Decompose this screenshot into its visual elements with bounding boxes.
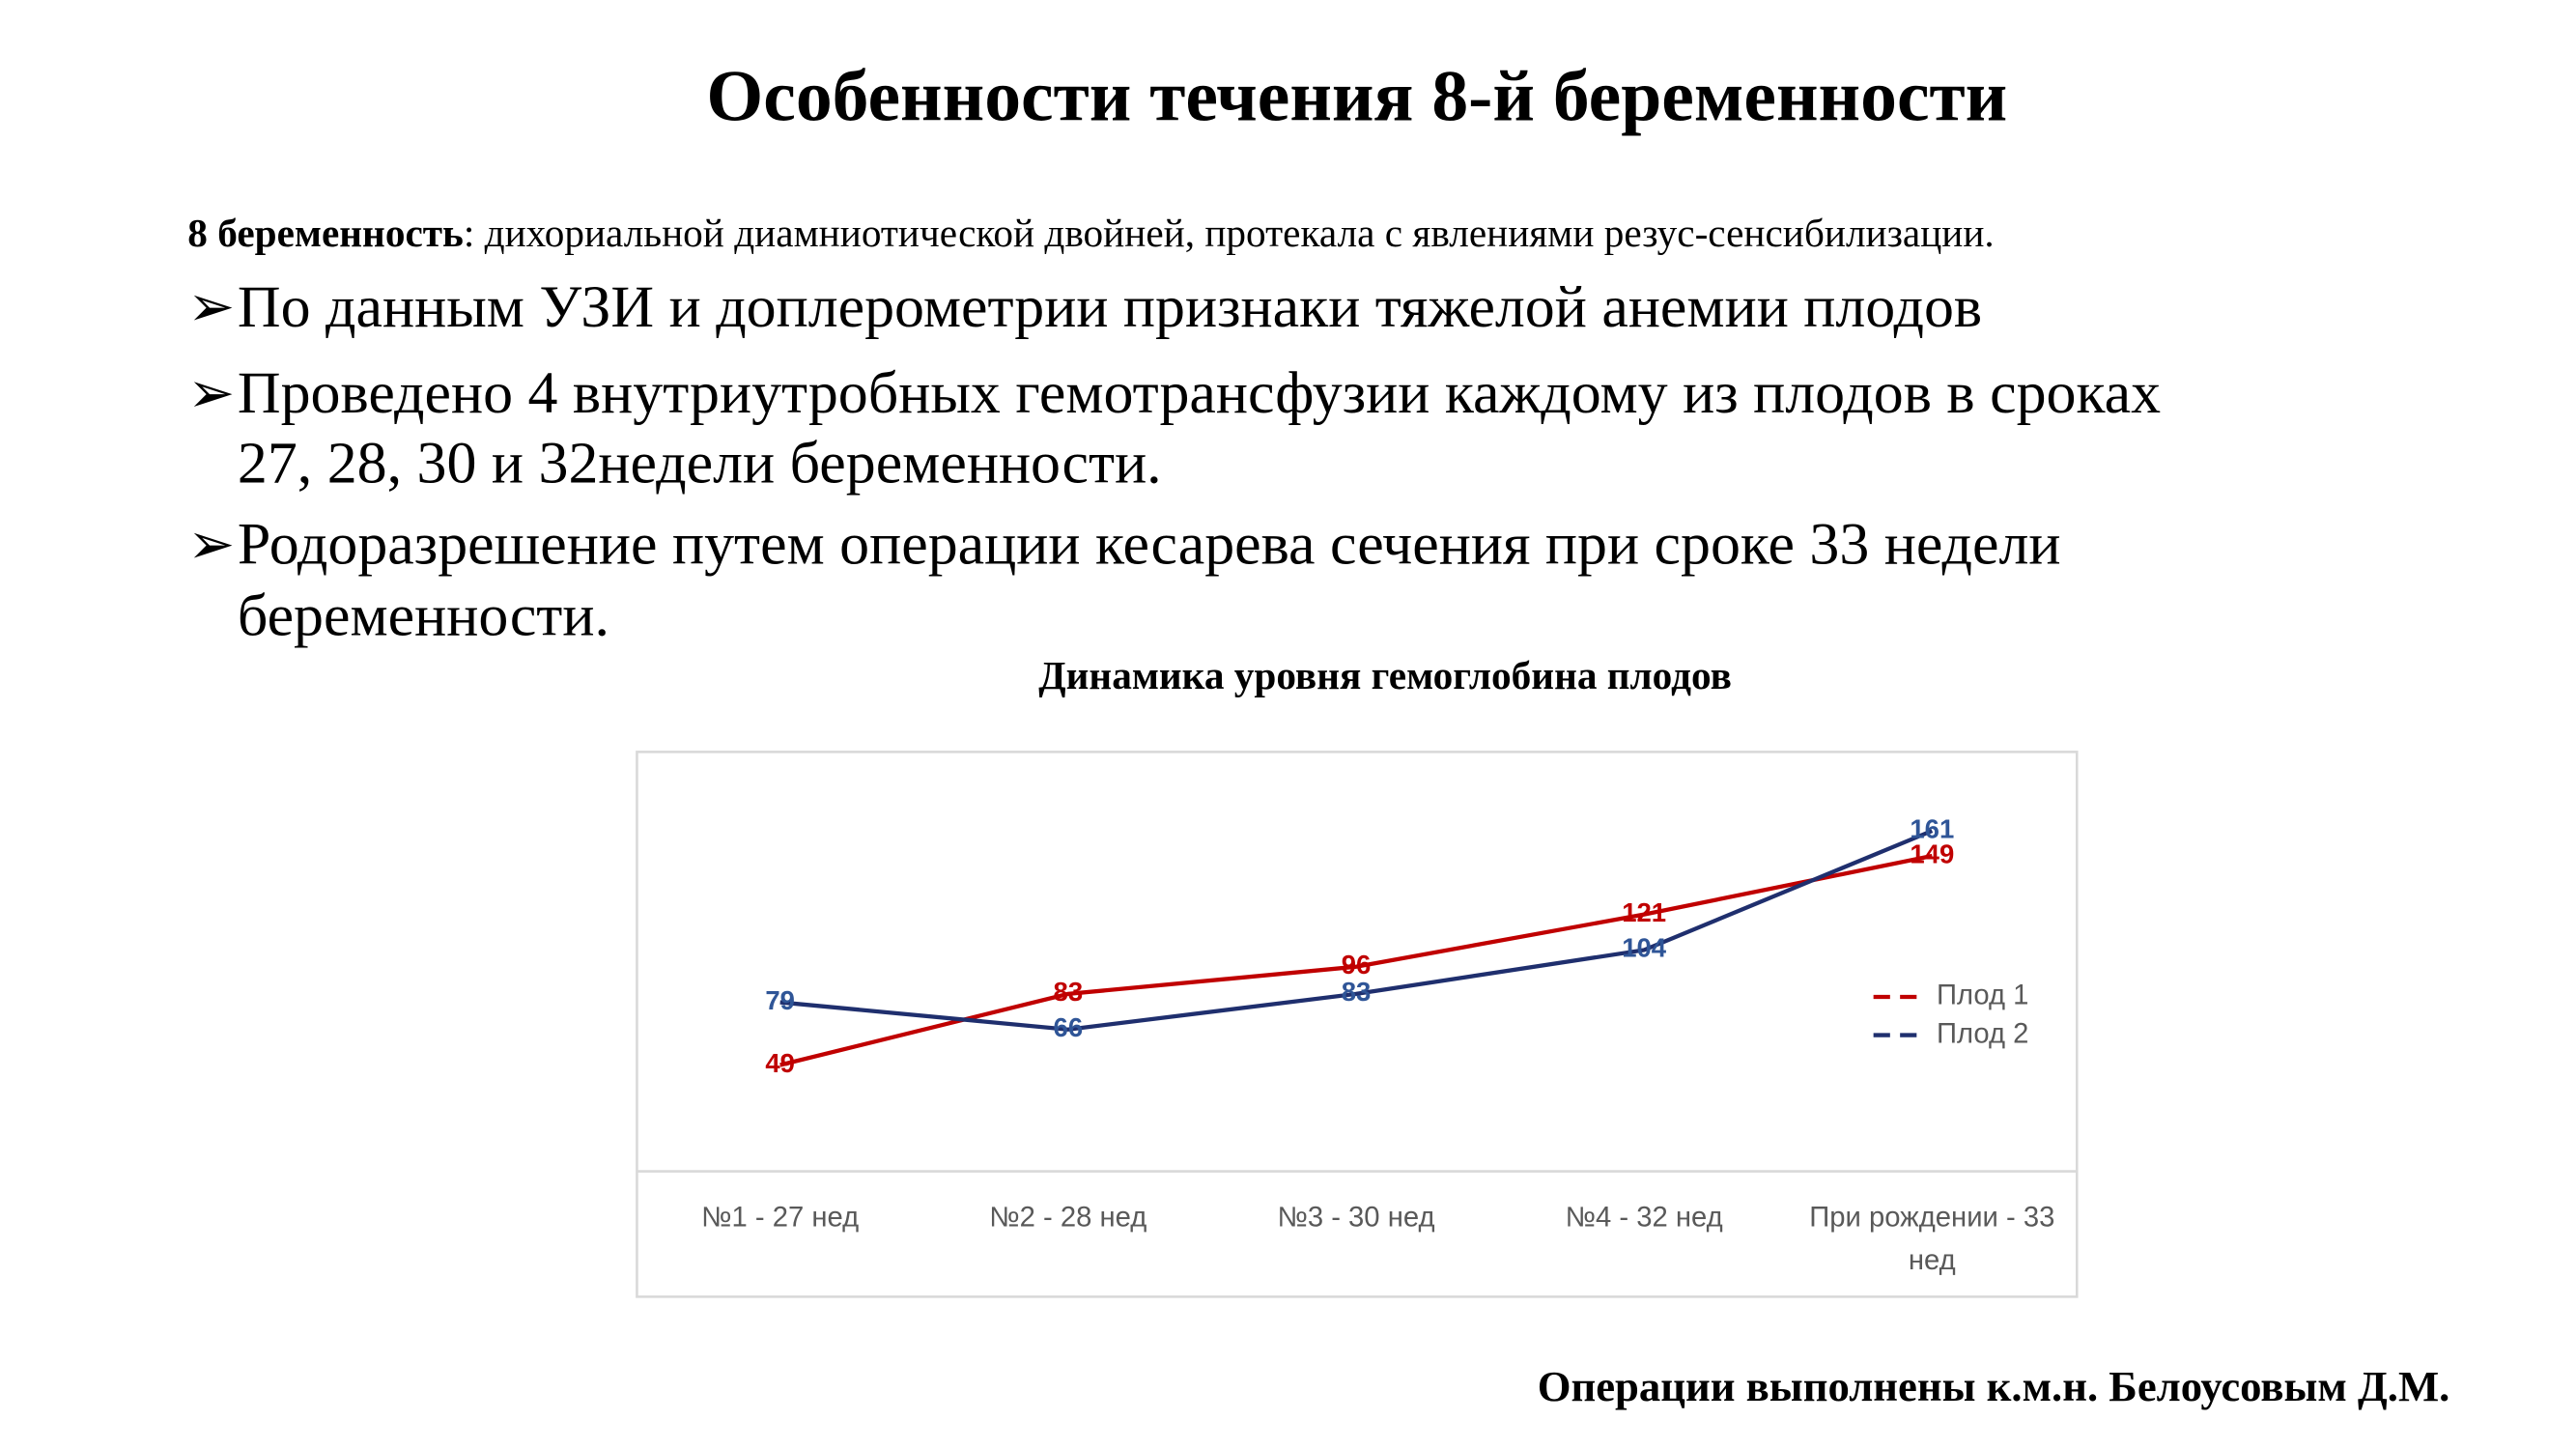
data-label: 49 (765, 1048, 795, 1078)
x-tick-label-box: №2 - 28 нед (989, 1201, 1147, 1234)
data-label: 79 (765, 985, 795, 1015)
data-label: 104 (1622, 933, 1667, 963)
intro-text: : дихориальной диамниотической двойней, … (464, 212, 1995, 256)
data-label: 83 (1054, 977, 1084, 1007)
legend-label: Плод 1 (1937, 980, 2028, 1011)
x-tick-label: При рождении - 33 нед (1809, 1201, 2055, 1276)
data-label: 83 (1342, 977, 1372, 1007)
series-line (779, 829, 1934, 1032)
legend-label: Плод 2 (1937, 1018, 2028, 1049)
data-label: 161 (1910, 813, 1954, 843)
x-tick-label-box: №3 - 30 нед (1277, 1201, 1435, 1234)
bullet-line: беременности. (238, 583, 609, 649)
bullet-marker: ➢ (187, 361, 235, 424)
data-label: 96 (1342, 950, 1372, 980)
x-tick-label: №1 - 27 нед (701, 1201, 860, 1234)
x-tick-label-box: №1 - 27 нед (701, 1201, 860, 1234)
bullet-marker: ➢ (187, 275, 235, 338)
x-tick-label-box: При рождении - 33 нед (1809, 1201, 2055, 1276)
x-tick-label: №4 - 32 нед (1565, 1201, 1723, 1234)
bullets: По данным УЗИ и доплерометрии признаки т… (238, 274, 2161, 649)
intro-label: 8 беременность (187, 212, 464, 256)
bullet-line: Проведено 4 внутриутробных гемотрансфузи… (238, 360, 2161, 426)
bullet-line: 27, 28, 30 и 32недели беременности. (238, 430, 1162, 496)
bullet-line: По данным УЗИ и доплерометрии признаки т… (238, 274, 1982, 340)
chart-frame (636, 751, 2079, 1298)
bullet-marker: ➢ (187, 513, 235, 576)
intro: 8 беременность: дихориальной диамниотиче… (187, 212, 1994, 256)
data-label: 149 (1910, 838, 1954, 868)
chart-title: Динамика уровня гемоглобина плодов (1038, 653, 1732, 697)
slide-title: Особенности течения 8-й беременности (706, 56, 2007, 136)
x-tick-label: №2 - 28 нед (989, 1201, 1147, 1234)
bullet-line: Родоразрешение путем операции кесарева с… (238, 512, 2061, 578)
data-label: 66 (1054, 1012, 1084, 1042)
x-tick-label: №3 - 30 нед (1277, 1201, 1435, 1234)
data-label: 121 (1622, 897, 1666, 927)
bullet-markers: ➢ ➢ ➢ (187, 275, 235, 576)
footer: Операции выполнены к.м.н. Белоусовым Д.М… (1538, 1362, 2450, 1410)
x-tick-label-box: №4 - 32 нед (1565, 1201, 1723, 1234)
series-line (779, 853, 1933, 1067)
